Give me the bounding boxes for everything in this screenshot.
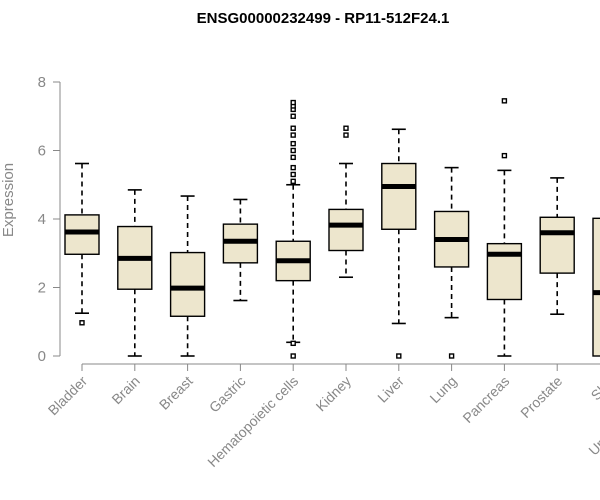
y-tick-label: 8 (38, 74, 46, 91)
outlier-point (290, 113, 296, 119)
box-hematopoietic-cells (275, 99, 311, 359)
outlier-point (290, 99, 296, 106)
y-tick-label: 6 (38, 143, 46, 160)
iqr-box (539, 216, 575, 274)
outlier-point (79, 320, 85, 326)
outlier-point (290, 164, 296, 171)
y-axis: 0 2 4 6 8 (38, 74, 61, 365)
x-tick-label: Prostate (517, 373, 565, 421)
box-pancreas (486, 98, 523, 357)
outlier-point (501, 152, 508, 159)
box-bladder (64, 162, 100, 326)
x-tick-label: Lung (426, 373, 459, 406)
iqr-box (381, 162, 417, 230)
x-tick-label: Pancreas (459, 373, 512, 426)
x-tick-label: Hematopoietic cells (204, 373, 301, 470)
iqr-box (169, 251, 206, 317)
outlier-point (290, 147, 296, 154)
x-tick-label: Brain (108, 373, 142, 407)
box-breast (169, 195, 206, 357)
box-series (64, 98, 600, 359)
outlier-point (290, 140, 296, 147)
x-tick-label: Gastric (206, 373, 249, 416)
outlier-point (290, 171, 296, 178)
outlier-point (290, 125, 296, 131)
box-skin (592, 217, 600, 357)
iqr-box (64, 214, 100, 255)
chart-title: ENSG00000232499 - RP11-512F24.1 (197, 10, 450, 27)
iqr-box (592, 217, 600, 357)
iqr-box (328, 208, 364, 252)
outlier-point (290, 132, 296, 138)
outlier-point (290, 178, 296, 185)
x-tick-label: Breast (156, 373, 196, 413)
box-liver (381, 128, 417, 359)
box-brain (117, 189, 153, 357)
box-lung (433, 166, 470, 359)
y-axis-label: Expression (0, 163, 17, 237)
outlier-point (343, 125, 349, 131)
box-gastric (222, 198, 259, 302)
outlier-point (343, 132, 349, 138)
box-prostate (539, 177, 575, 316)
outlier-point (501, 98, 508, 104)
outlier-point (396, 353, 402, 359)
x-tick-label: Skin (588, 373, 600, 404)
x-tick-label: Kidney (313, 373, 355, 415)
outlier-point (290, 353, 296, 359)
y-tick-label: 0 (38, 348, 46, 365)
outlier-point (290, 340, 296, 347)
outlier-point (448, 353, 455, 359)
box-kidney (328, 125, 364, 279)
y-tick-label: 2 (38, 280, 46, 297)
x-tick-label: Bladder (45, 373, 91, 419)
x-tick-label: Liver (374, 373, 407, 406)
outlier-point (290, 154, 296, 161)
y-tick-label: 4 (38, 211, 46, 228)
